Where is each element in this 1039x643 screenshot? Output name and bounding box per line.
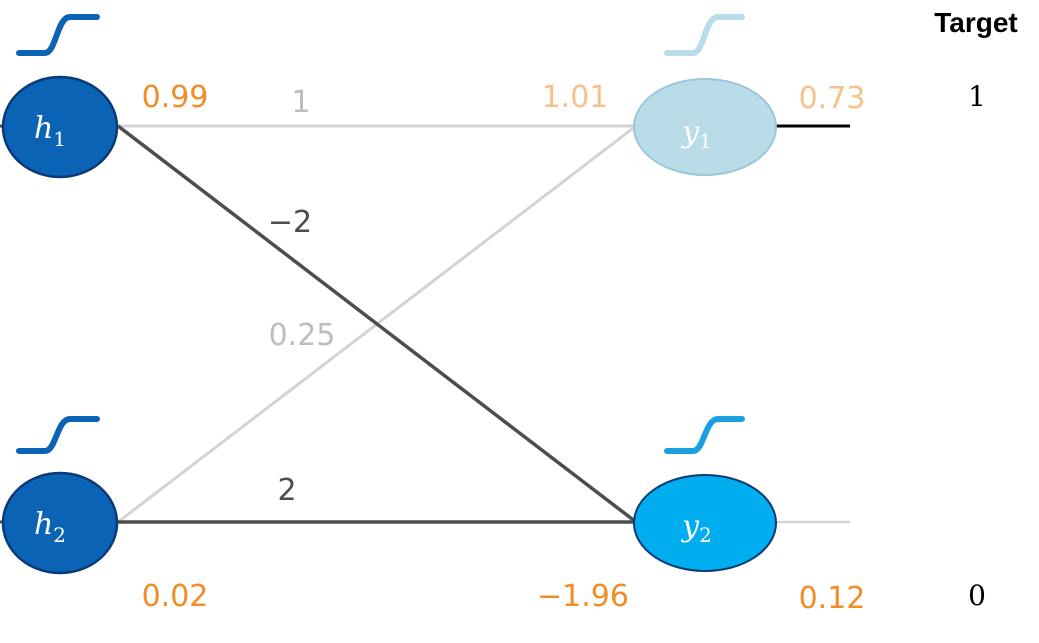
target-header: Target (934, 7, 1018, 38)
y1-output-value: 0.73 (799, 81, 866, 116)
y2-input-value: −1.96 (537, 579, 629, 614)
svg-text:y1: y1 (680, 115, 712, 153)
svg-text:h2: h2 (34, 507, 66, 547)
h1-output-value: 0.99 (142, 80, 209, 115)
node-h2-label: h (34, 507, 53, 542)
sigmoid-icon-y2 (664, 416, 745, 454)
svg-text:h1: h1 (34, 111, 66, 151)
weight-h1-y2: −2 (268, 205, 312, 240)
node-h2: h2 (1, 471, 119, 575)
sigmoid-icon-h1 (16, 14, 100, 56)
svg-text:y2: y2 (680, 509, 712, 547)
weight-h1-y1: 1 (291, 85, 310, 120)
node-h2-subscript: 2 (53, 523, 66, 547)
weight-h2-y2: 2 (277, 473, 296, 508)
sigmoid-icon-y1 (664, 14, 745, 56)
sigmoid-icon-h2 (16, 416, 100, 454)
y2-output-value: 0.12 (799, 581, 866, 616)
h2-output-value: 0.02 (142, 579, 209, 614)
node-h1-subscript: 1 (53, 127, 66, 151)
y1-input-value: 1.01 (542, 80, 609, 115)
node-y1-label: y (680, 115, 700, 150)
node-y1: y1 (633, 78, 777, 176)
node-y2-label: y (680, 509, 700, 544)
node-h1-label: h (34, 111, 53, 146)
node-y2-subscript: 2 (699, 523, 712, 547)
node-h1: h1 (1, 75, 119, 179)
edge-h1-y2 (116, 124, 638, 524)
node-y2: y2 (633, 474, 777, 572)
node-y1-subscript: 1 (699, 129, 712, 153)
target-y1: 1 (968, 80, 986, 113)
weight-h2-y1: 0.25 (269, 318, 336, 353)
target-y2: 0 (968, 579, 986, 612)
